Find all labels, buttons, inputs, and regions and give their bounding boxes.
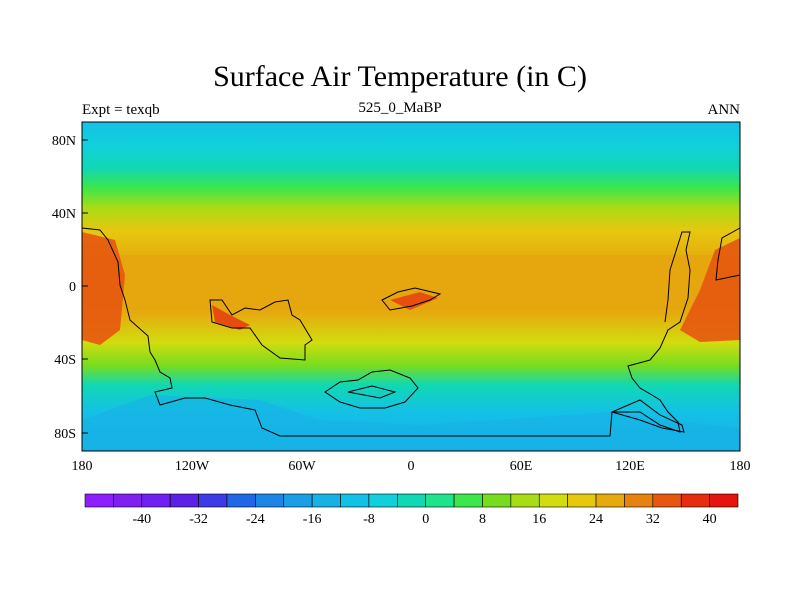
colorbar-swatch — [482, 493, 512, 508]
lat-label-80s: 80S — [54, 427, 76, 442]
colorbar-swatch — [425, 493, 455, 508]
experiment-label: Expt = texqb — [82, 102, 160, 118]
lat-label-40s: 40S — [54, 353, 76, 368]
longitude-labels: 180 120W 60W 0 60E 120E 180 — [72, 459, 751, 474]
coastline-southeast — [610, 399, 685, 433]
colorbar-swatch — [141, 493, 171, 508]
colorbar-swatch — [652, 493, 682, 508]
colorbar-label: 0 — [422, 512, 429, 527]
colorbar: -40 -32 -24 -16 -8 0 8 16 24 32 40 — [84, 493, 739, 527]
lat-label-0: 0 — [69, 280, 76, 295]
colorbar-swatch — [340, 493, 370, 508]
colorbar-swatch — [198, 493, 228, 508]
colorbar-swatch — [624, 493, 654, 508]
lon-label-120w: 120W — [175, 459, 210, 474]
map-title: Surface Air Temperature (in C) — [213, 60, 587, 93]
coastline-south-islet — [347, 385, 397, 399]
cold-region-south — [82, 395, 740, 451]
latitude-ticks — [82, 139, 88, 434]
lon-label-0: 0 — [408, 459, 415, 474]
colorbar-label: 40 — [703, 512, 717, 527]
colorbar-swatch — [255, 493, 285, 508]
colorbar-swatch — [397, 493, 426, 508]
colorbar-label: -16 — [303, 512, 322, 527]
lon-label-120e: 120E — [615, 459, 645, 474]
coastline-south-america — [209, 299, 313, 361]
colorbar-label: -40 — [132, 512, 151, 527]
hot-region-east — [680, 238, 740, 342]
colorbar-swatch — [113, 493, 143, 508]
continent-outlines — [81, 227, 741, 437]
colorbar-swatch — [169, 493, 199, 508]
hot-region-south-america — [212, 305, 250, 330]
colorbar-label: -24 — [246, 512, 265, 527]
colorbar-swatch — [283, 493, 313, 508]
colorbar-swatch — [680, 493, 710, 508]
lat-label-80n: 80N — [52, 134, 76, 149]
lon-label-180e: 180 — [730, 459, 751, 474]
lon-label-60w: 60W — [288, 459, 316, 474]
hot-region-island — [390, 292, 438, 310]
map-field — [82, 122, 740, 451]
colorbar-label: -8 — [363, 512, 375, 527]
colorbar-swatch — [311, 493, 341, 508]
colorbar-swatch — [453, 493, 483, 508]
latitude-labels: 80N 40N 0 40S 80S — [52, 134, 76, 442]
coastline-south-island — [324, 369, 419, 409]
colorbar-label: 24 — [589, 512, 603, 527]
colorbar-label: 16 — [532, 512, 546, 527]
hot-region-west — [82, 232, 125, 345]
colorbar-label: -32 — [189, 512, 208, 527]
colorbar-swatch — [567, 493, 597, 508]
coastline-island — [381, 287, 442, 311]
colorbar-label: 8 — [479, 512, 486, 527]
colorbar-swatch — [510, 493, 540, 508]
colorbar-swatch — [368, 493, 398, 508]
coastline-east — [715, 227, 741, 281]
colorbar-label: 32 — [646, 512, 660, 527]
time-label: 525_0_MaBP — [358, 100, 442, 116]
colorbar-swatch — [226, 493, 256, 508]
colorbar-swatch — [538, 493, 568, 508]
season-label: ANN — [707, 102, 741, 118]
lon-label-60e: 60E — [510, 459, 533, 474]
colorbar-swatch — [595, 493, 625, 508]
lat-label-40n: 40N — [52, 207, 76, 222]
lon-label-180w: 180 — [72, 459, 93, 474]
colorbar-swatch — [709, 493, 739, 508]
colorbar-swatch — [84, 493, 114, 508]
